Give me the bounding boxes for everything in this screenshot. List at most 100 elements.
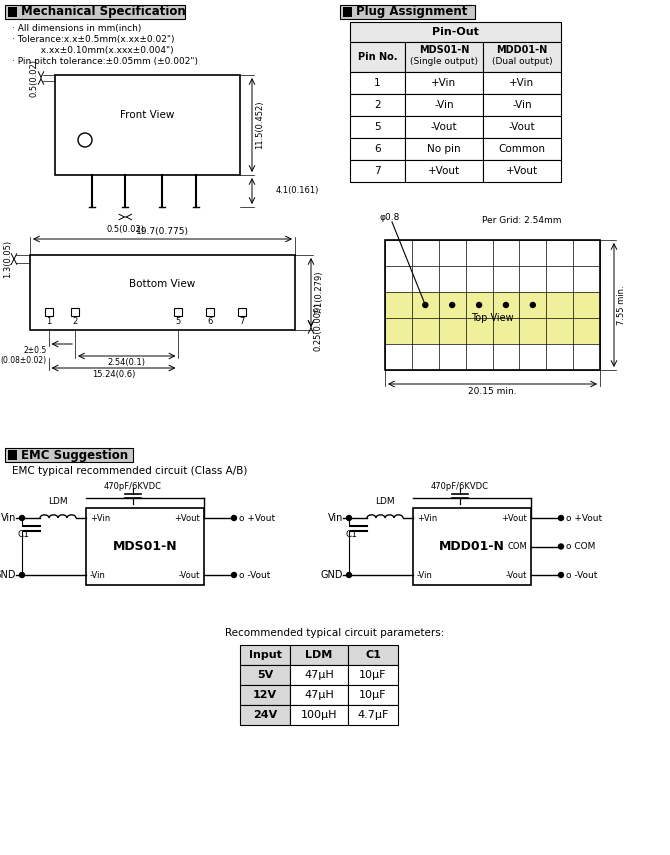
Text: Vin: Vin [328,513,343,523]
Text: o -Vout: o -Vout [566,570,598,580]
Text: Mechanical Specification: Mechanical Specification [21,5,186,19]
Text: Front View: Front View [121,110,175,120]
Text: No pin: No pin [427,144,461,154]
Circle shape [503,303,509,308]
Bar [350,42,405,72]
Circle shape [476,303,482,308]
Circle shape [559,573,563,577]
Circle shape [232,516,237,521]
Bar [350,72,405,94]
Text: 47μH: 47μH [304,690,334,700]
Text: -Vout: -Vout [431,122,458,132]
Bar [71,308,79,316]
Bar [483,160,561,182]
Bar [405,138,483,160]
Circle shape [19,573,25,577]
Bar [405,42,483,72]
Text: 0.5(0.02): 0.5(0.02) [107,225,144,234]
Text: C1: C1 [18,529,30,539]
Text: 470pF/6KVDC: 470pF/6KVDC [104,482,162,491]
Text: LDM: LDM [375,497,395,506]
Text: 0.5(0.02): 0.5(0.02) [30,59,39,97]
Bar [8,450,17,460]
Text: 11.5(0.452): 11.5(0.452) [255,101,264,150]
Text: COM: COM [507,542,527,551]
Text: +Vin: +Vin [431,78,456,88]
Text: 6: 6 [208,317,213,326]
Bar [405,160,483,182]
Text: 5: 5 [176,317,181,326]
Text: 1: 1 [374,78,381,88]
Text: 7: 7 [239,317,245,326]
Text: 470pF/6KVDC: 470pF/6KVDC [431,482,489,491]
Bar [350,138,405,160]
Bar [86,508,204,585]
Bar [385,240,600,370]
Circle shape [232,573,237,577]
Text: Recommended typical circuit parameters:: Recommended typical circuit parameters: [225,628,445,638]
Bar [348,705,398,725]
Text: +Vin: +Vin [417,514,438,522]
Bar [385,240,600,370]
Bar [238,308,246,316]
Text: EMC typical recommended circuit (Class A/B): EMC typical recommended circuit (Class A… [12,466,247,476]
Text: 7.55 min.: 7.55 min. [617,286,626,325]
Text: (Dual output): (Dual output) [492,57,552,67]
Text: 4.7μF: 4.7μF [357,710,389,720]
Text: LDM: LDM [48,497,68,506]
Bar [240,705,290,725]
Text: (Single output): (Single output) [410,57,478,67]
Text: Bottom View: Bottom View [129,279,196,288]
Bar [483,94,561,116]
Text: 4.1(0.161): 4.1(0.161) [276,186,320,196]
Text: o +Vout: o +Vout [239,514,275,522]
Text: -Vin: -Vin [434,100,454,110]
Text: Common: Common [498,144,545,154]
Text: 10μF: 10μF [359,690,387,700]
Bar [30,255,295,330]
Bar [174,308,182,316]
Text: 19.7(0.775): 19.7(0.775) [136,227,189,236]
Text: 0.25(0.009): 0.25(0.009) [314,303,323,351]
Text: · Tolerance:x.x±0.5mm(x.xx±0.02"): · Tolerance:x.x±0.5mm(x.xx±0.02") [12,35,174,44]
Text: o -Vout: o -Vout [239,570,271,580]
Text: GND: GND [320,570,343,580]
Bar [405,94,483,116]
Text: MDD01-N: MDD01-N [439,540,505,553]
Text: 20.15 min.: 20.15 min. [468,387,517,396]
Bar [5,448,133,462]
Text: φ0.8: φ0.8 [380,213,401,222]
Bar [483,72,561,94]
Bar [240,645,290,665]
Circle shape [346,573,352,577]
Text: Plug Assignment: Plug Assignment [356,5,468,19]
Text: -Vin: -Vin [417,570,433,580]
Text: -Vout: -Vout [179,570,200,580]
Text: Vin: Vin [1,513,16,523]
Circle shape [346,516,352,521]
Text: MDS01-N: MDS01-N [419,45,469,55]
Circle shape [78,133,92,147]
Text: EMC Suggestion: EMC Suggestion [21,449,128,462]
Bar [290,705,348,725]
Text: 2.54(0.1): 2.54(0.1) [108,358,146,367]
Text: MDS01-N: MDS01-N [113,540,178,553]
Text: 2: 2 [374,100,381,110]
Text: 6: 6 [374,144,381,154]
Bar [5,5,185,19]
Text: Per Grid: 2.54mm: Per Grid: 2.54mm [482,216,561,225]
Bar [483,42,561,72]
Text: MDD01-N: MDD01-N [496,45,547,55]
Bar [350,94,405,116]
Text: 100μH: 100μH [301,710,337,720]
Bar [348,645,398,665]
Text: +Vin: +Vin [509,78,535,88]
Bar [290,685,348,705]
Bar [44,308,52,316]
Bar [350,116,405,138]
Text: 5: 5 [374,122,381,132]
Text: 7: 7 [374,166,381,176]
Text: +Vout: +Vout [501,514,527,522]
Text: +Vout: +Vout [174,514,200,522]
Bar [483,138,561,160]
